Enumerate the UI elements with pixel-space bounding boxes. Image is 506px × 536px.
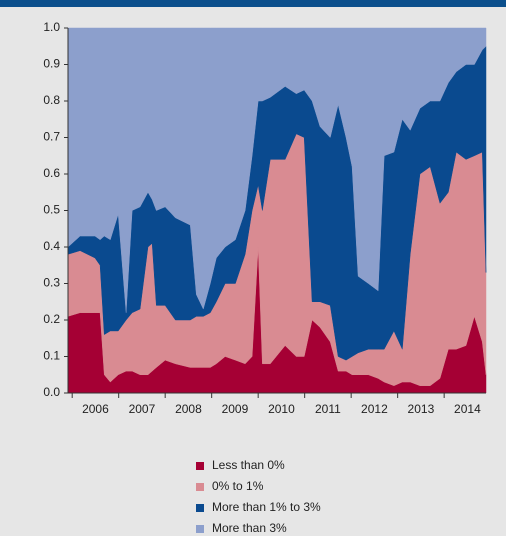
area xyxy=(67,27,487,313)
header-band xyxy=(0,0,506,7)
legend-label: More than 3% xyxy=(212,521,287,535)
legend-swatch xyxy=(196,504,204,512)
y-tick-label: 0.8 xyxy=(43,93,60,107)
y-tick-label: 0.1 xyxy=(43,349,60,363)
y-tick-label: 0.6 xyxy=(43,166,60,180)
y-tick-label: 0.0 xyxy=(43,385,60,399)
x-tick-label: 2011 xyxy=(315,402,341,416)
legend-label: 0% to 1% xyxy=(212,479,264,493)
y-tick-label: 0.9 xyxy=(43,57,60,71)
y-tick-label: 0.5 xyxy=(43,203,60,217)
legend-label: Less than 0% xyxy=(212,458,285,472)
x-tick-label: 2007 xyxy=(129,402,156,416)
legend-swatch xyxy=(196,483,204,491)
y-tick-label: 1.0 xyxy=(43,20,60,34)
legend-swatch xyxy=(196,462,204,470)
y-tick-label: 0.2 xyxy=(43,312,60,326)
x-tick-label: 2006 xyxy=(82,402,109,416)
x-tick-label: 2013 xyxy=(408,402,435,416)
x-tick-label: 2014 xyxy=(454,402,481,416)
y-tick-label: 0.4 xyxy=(43,239,60,253)
legend-label: More than 1% to 3% xyxy=(212,500,321,514)
legend-swatch xyxy=(196,525,204,533)
y-tick-label: 0.7 xyxy=(43,130,60,144)
x-tick-label: 2012 xyxy=(361,402,388,416)
y-tick-label: 0.3 xyxy=(43,276,60,290)
x-tick-label: 2008 xyxy=(175,402,202,416)
x-tick-label: 2009 xyxy=(222,402,249,416)
x-tick-label: 2010 xyxy=(268,402,295,416)
